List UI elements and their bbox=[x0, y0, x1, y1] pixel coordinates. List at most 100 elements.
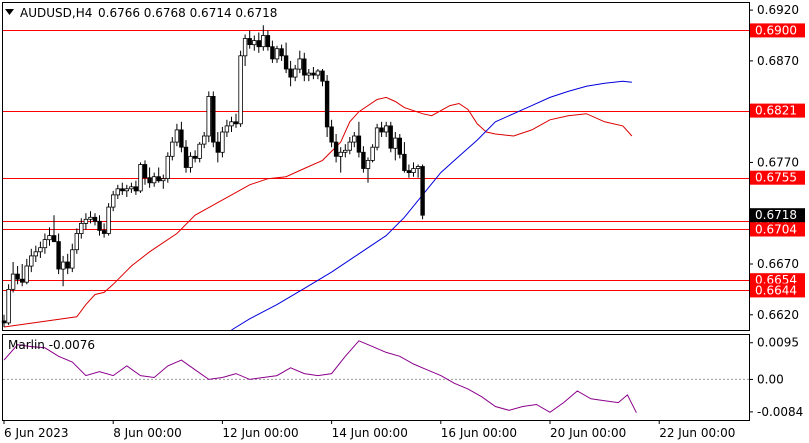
candle[interactable] bbox=[1, 314, 7, 327]
candle[interactable] bbox=[183, 140, 189, 173]
candle[interactable] bbox=[242, 34, 248, 67]
candle[interactable] bbox=[170, 137, 175, 161]
candle[interactable] bbox=[365, 157, 371, 183]
candle[interactable] bbox=[261, 25, 266, 51]
candle[interactable] bbox=[383, 121, 389, 137]
candle[interactable] bbox=[333, 134, 339, 163]
candle[interactable] bbox=[65, 253, 70, 275]
candle[interactable] bbox=[111, 190, 116, 212]
candle[interactable] bbox=[393, 132, 398, 161]
candle[interactable] bbox=[297, 50, 302, 74]
candle[interactable] bbox=[215, 132, 220, 163]
candle[interactable] bbox=[19, 264, 25, 287]
candle[interactable] bbox=[83, 213, 89, 230]
candle[interactable] bbox=[402, 142, 407, 173]
candle[interactable] bbox=[179, 121, 184, 153]
candle[interactable] bbox=[224, 119, 230, 137]
candle[interactable] bbox=[29, 248, 34, 273]
candle[interactable] bbox=[356, 121, 362, 158]
candle[interactable] bbox=[251, 35, 257, 51]
candle[interactable] bbox=[201, 132, 207, 149]
candle[interactable] bbox=[188, 152, 193, 173]
candle[interactable] bbox=[229, 116, 234, 132]
candle[interactable] bbox=[233, 113, 239, 128]
candle[interactable] bbox=[347, 137, 352, 155]
candle[interactable] bbox=[47, 227, 52, 246]
candle[interactable] bbox=[74, 228, 79, 254]
candle[interactable] bbox=[24, 258, 29, 285]
candle[interactable] bbox=[370, 144, 375, 163]
candle[interactable] bbox=[397, 134, 402, 159]
level-price-label[interactable]: 0.6900 bbox=[750, 23, 805, 38]
candle[interactable] bbox=[329, 119, 334, 148]
candle[interactable] bbox=[270, 40, 275, 63]
candle[interactable] bbox=[129, 182, 134, 193]
candle[interactable] bbox=[106, 203, 111, 236]
candle[interactable] bbox=[352, 132, 357, 148]
candle[interactable] bbox=[56, 233, 61, 275]
candle[interactable] bbox=[192, 150, 198, 163]
candle[interactable] bbox=[320, 69, 325, 87]
candle[interactable] bbox=[142, 160, 148, 185]
candle[interactable] bbox=[302, 52, 307, 82]
candle[interactable] bbox=[388, 121, 393, 153]
candle[interactable] bbox=[51, 215, 57, 243]
candle[interactable] bbox=[6, 284, 11, 325]
candle[interactable] bbox=[92, 213, 98, 226]
candle[interactable] bbox=[265, 30, 271, 51]
candle[interactable] bbox=[411, 162, 416, 177]
candle[interactable] bbox=[174, 123, 180, 147]
candle[interactable] bbox=[151, 172, 157, 187]
dropdown-triangle-icon[interactable] bbox=[5, 9, 14, 15]
candle[interactable] bbox=[61, 255, 66, 287]
candle[interactable] bbox=[147, 167, 152, 188]
candle[interactable] bbox=[124, 184, 129, 197]
candle[interactable] bbox=[101, 223, 107, 238]
candle[interactable] bbox=[247, 30, 252, 49]
candle[interactable] bbox=[70, 243, 75, 273]
candle[interactable] bbox=[38, 241, 43, 258]
candle[interactable] bbox=[42, 233, 48, 254]
candle[interactable] bbox=[156, 167, 161, 183]
level-lines[interactable] bbox=[3, 30, 749, 291]
candle[interactable] bbox=[306, 69, 311, 82]
candlesticks[interactable] bbox=[1, 25, 425, 327]
candle[interactable] bbox=[120, 182, 125, 195]
level-price-label[interactable]: 0.6704 bbox=[750, 222, 805, 237]
candle[interactable] bbox=[238, 50, 243, 127]
candle[interactable] bbox=[415, 164, 421, 178]
candle[interactable] bbox=[342, 144, 348, 158]
candle[interactable] bbox=[79, 218, 84, 239]
candle[interactable] bbox=[420, 164, 425, 220]
candle[interactable] bbox=[197, 142, 202, 163]
candle[interactable] bbox=[288, 60, 293, 87]
candle[interactable] bbox=[406, 164, 412, 178]
candle[interactable] bbox=[315, 69, 321, 80]
candle[interactable] bbox=[97, 215, 102, 236]
candle[interactable] bbox=[379, 121, 384, 137]
candle[interactable] bbox=[220, 126, 225, 158]
candle[interactable] bbox=[338, 147, 343, 173]
candle[interactable] bbox=[274, 45, 280, 63]
candle[interactable] bbox=[279, 44, 284, 61]
candle[interactable] bbox=[374, 123, 380, 151]
candle[interactable] bbox=[165, 152, 170, 183]
candle[interactable] bbox=[324, 75, 330, 137]
candle[interactable] bbox=[133, 180, 139, 195]
level-price-label[interactable]: 0.6644 bbox=[750, 283, 805, 298]
level-price-label[interactable]: 0.6755 bbox=[750, 170, 805, 185]
candle[interactable] bbox=[138, 162, 143, 193]
candle[interactable] bbox=[256, 32, 261, 53]
candle[interactable] bbox=[88, 211, 93, 224]
candle[interactable] bbox=[115, 184, 120, 199]
candle[interactable] bbox=[10, 262, 16, 293]
candle[interactable] bbox=[160, 174, 166, 189]
candle[interactable] bbox=[211, 91, 216, 148]
candle[interactable] bbox=[361, 146, 366, 173]
level-price-label[interactable]: 0.6821 bbox=[750, 103, 805, 118]
candle[interactable] bbox=[206, 91, 211, 143]
candle[interactable] bbox=[33, 245, 38, 262]
candle[interactable] bbox=[311, 67, 316, 80]
candle[interactable] bbox=[15, 266, 20, 285]
